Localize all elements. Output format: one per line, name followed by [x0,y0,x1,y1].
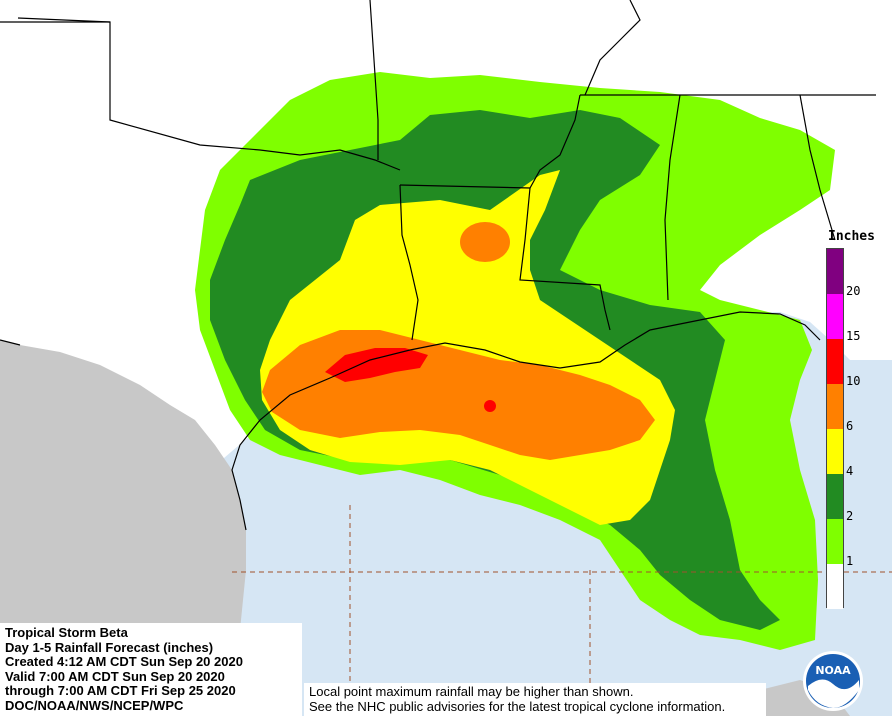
rain-zone-10-15-spot [484,400,496,412]
legend-swatch [827,519,843,564]
legend-label: 6 [846,419,854,433]
through-time: through 7:00 AM CDT Fri Sep 25 2020 [5,683,236,699]
legend-title: Inches [828,229,875,244]
legend-swatch [827,429,843,474]
disclaimer-line-1: Local point maximum rainfall may be high… [309,684,634,699]
rain-zone-10-15 [325,348,428,382]
legend-label: 4 [846,464,854,478]
agency-line: DOC/NOAA/NWS/NCEP/WPC [5,697,184,713]
created-time: Created 4:12 AM CDT Sun Sep 20 2020 [5,654,243,670]
legend-label: 2 [846,509,854,523]
state-boundaries [0,0,876,346]
legend-swatch [827,474,843,519]
valid-time: Valid 7:00 AM CDT Sun Sep 20 2020 [5,668,225,684]
legend-label: 20 [846,284,861,298]
legend-swatch [827,339,843,384]
noaa-logo-text: NOAA [815,664,851,677]
forecast-info-box: Tropical Storm Beta Day 1-5 Rainfall For… [0,623,302,716]
legend-label: 10 [846,374,861,388]
legend-label: 15 [846,329,861,343]
disclaimer-line-2: See the NHC public advisories for the la… [309,698,726,714]
legend-swatch [827,294,843,339]
legend-label: 1 [846,554,854,568]
noaa-logo: NOAA [803,651,863,711]
mexico [0,340,246,716]
legend-color-bar [826,248,844,609]
legend-swatch [827,564,843,609]
coastline [231,311,821,531]
legend-swatch [827,249,843,294]
rain-zone-6-10-north [460,222,510,262]
legend-swatch [827,384,843,429]
storm-name: Tropical Storm Beta [5,625,128,640]
product-name: Day 1-5 Rainfall Forecast (inches) [5,639,214,655]
disclaimer-box: Local point maximum rainfall may be high… [304,683,766,716]
